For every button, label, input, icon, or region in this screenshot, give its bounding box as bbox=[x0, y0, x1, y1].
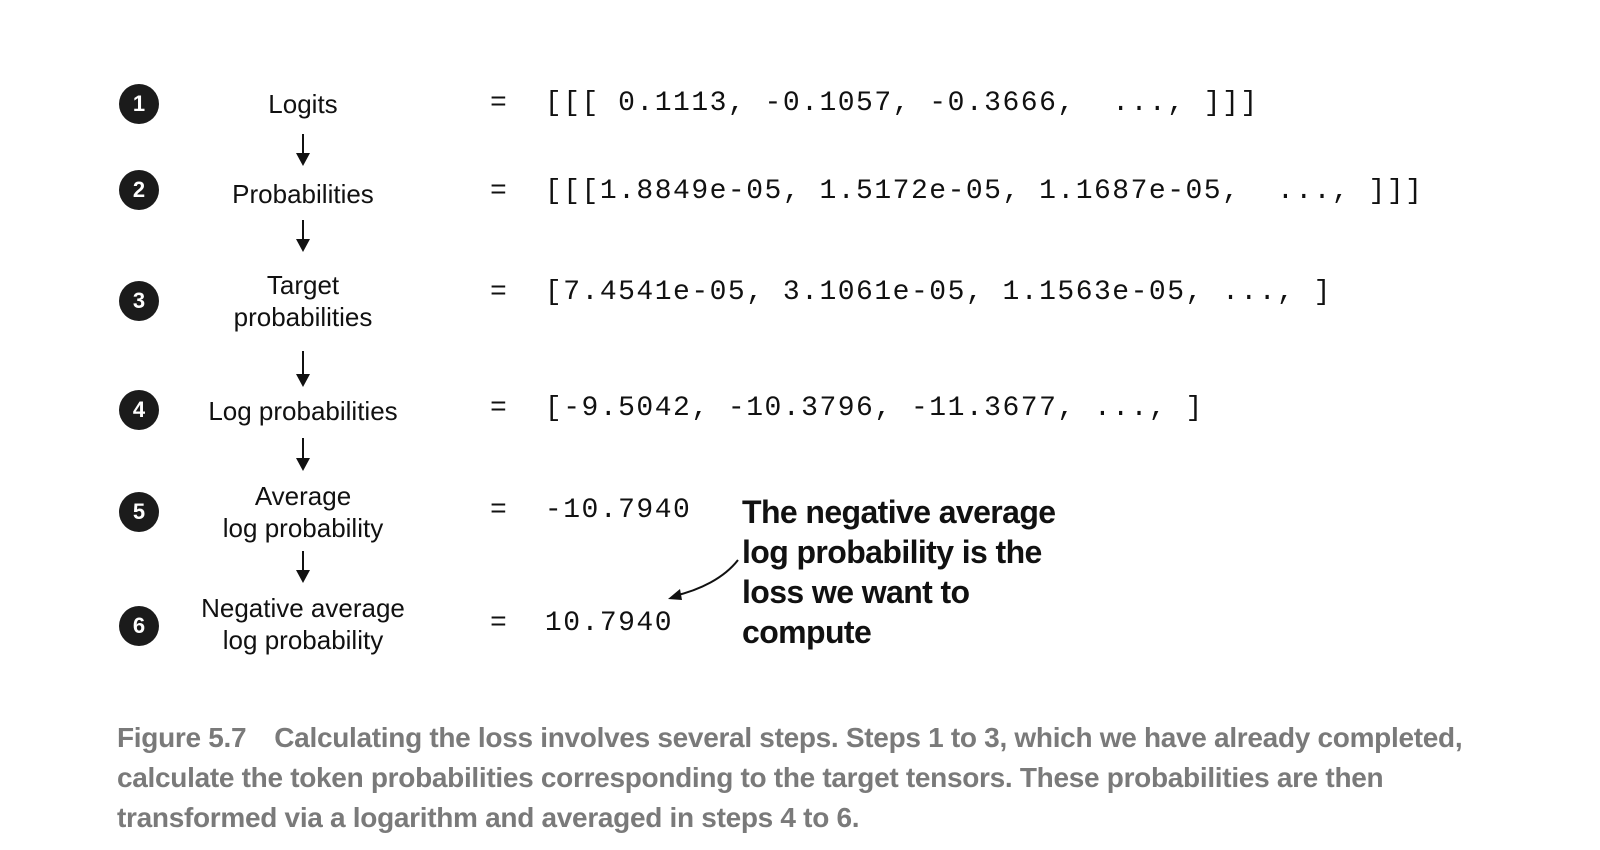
flow-arrow bbox=[291, 220, 315, 252]
flow-arrow bbox=[291, 551, 315, 583]
step-value: = [-9.5042, -10.3796, -11.3677, ..., ] bbox=[490, 393, 1204, 424]
step-label: Negative average log probability bbox=[201, 593, 405, 655]
step-value: = 10.7940 bbox=[490, 608, 674, 639]
annotation-arrow bbox=[668, 559, 739, 600]
step-label: Probabilities bbox=[232, 179, 374, 209]
step-number-badge: 6 bbox=[119, 606, 159, 646]
flow-arrow bbox=[291, 134, 315, 166]
figure-label: Figure 5.7 bbox=[117, 722, 247, 753]
step-value: = [[[ 0.1113, -0.1057, -0.3666, ..., ]]] bbox=[490, 88, 1259, 119]
step-number-badge: 3 bbox=[119, 281, 159, 321]
step-label: Logits bbox=[268, 89, 338, 119]
step-number-badge: 4 bbox=[119, 390, 159, 430]
step-number-badge: 2 bbox=[119, 170, 159, 210]
step-number-badge: 1 bbox=[119, 84, 159, 124]
step-label: Target probabilities bbox=[233, 270, 373, 332]
flow-arrow bbox=[291, 351, 315, 387]
caption-text: Calculating the loss involves several st… bbox=[117, 722, 1463, 833]
step-value: = -10.7940 bbox=[490, 495, 692, 526]
step-label: Log probabilities bbox=[208, 396, 398, 426]
flow-arrow bbox=[291, 438, 315, 471]
annotation-note: The negative average log probability is … bbox=[742, 494, 1056, 650]
figure-caption: Figure 5.7 Calculating the loss involves … bbox=[117, 718, 1517, 838]
step-number-badge: 5 bbox=[119, 492, 159, 532]
step-value: = [[[1.8849e-05, 1.5172e-05, 1.1687e-05,… bbox=[490, 176, 1424, 207]
step-value: = [7.4541e-05, 3.1061e-05, 1.1563e-05, .… bbox=[490, 277, 1332, 308]
step-label: Average log probability bbox=[222, 481, 384, 543]
